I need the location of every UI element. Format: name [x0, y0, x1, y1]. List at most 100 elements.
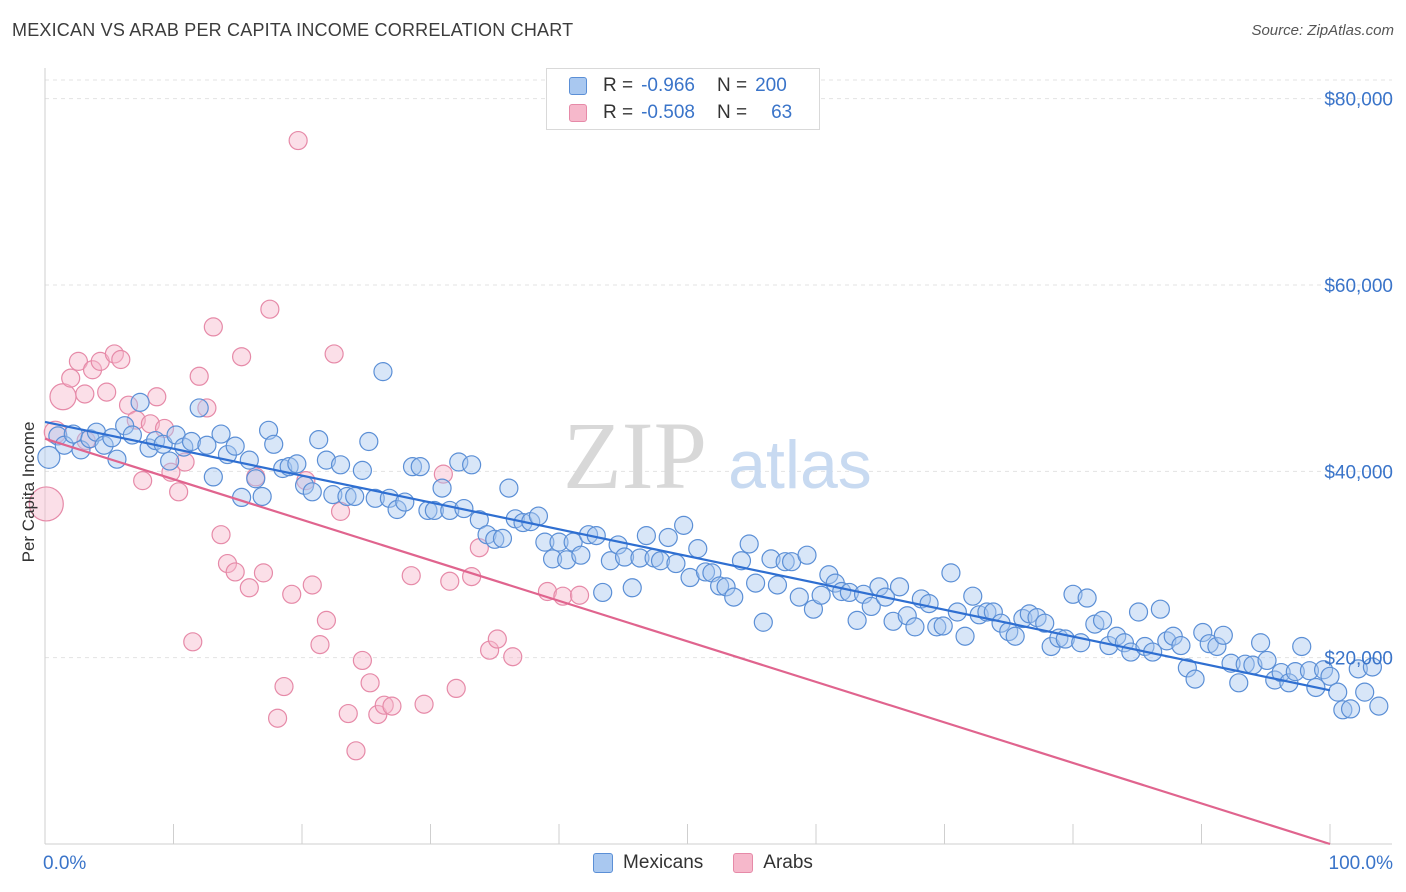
mexican-point — [600, 551, 621, 571]
arab-point — [260, 299, 280, 319]
mexican-point — [674, 515, 694, 535]
mexican-point — [499, 478, 519, 498]
mexican-point — [402, 457, 423, 477]
mexican-point — [739, 534, 759, 554]
mexican-point — [549, 532, 569, 552]
mexican-point — [1199, 634, 1219, 654]
mexican-point — [650, 551, 671, 571]
mexican-point — [94, 435, 114, 455]
mexican-point — [761, 549, 781, 569]
mexican-point — [197, 435, 217, 455]
legend-n-value: 200 — [755, 75, 787, 96]
legend-n-label: N = — [716, 102, 748, 123]
mexican-point — [1355, 682, 1375, 702]
mexican-point — [1177, 658, 1197, 678]
source-credit: Source: ZipAtlas.com — [1251, 22, 1394, 39]
mexican-point — [203, 467, 223, 487]
legend-r-value: -0.966 — [641, 75, 695, 96]
arab-point — [169, 482, 189, 502]
mexican-point — [37, 445, 61, 469]
axes — [44, 68, 1392, 845]
mexican-point — [181, 431, 202, 452]
mexican-point — [1328, 682, 1348, 702]
mexican-point — [287, 454, 307, 474]
mexican-point — [1207, 636, 1227, 657]
mexican-point — [731, 551, 752, 571]
arab-point — [175, 452, 195, 472]
mexican-point — [941, 563, 961, 583]
arab-point — [28, 486, 64, 522]
mexican-point — [688, 539, 708, 559]
mexican-point — [1299, 661, 1320, 681]
legend-r-label: R = — [603, 102, 634, 123]
mexican-point — [847, 610, 867, 630]
mexican-point — [462, 455, 482, 475]
arabs-points — [28, 130, 590, 761]
arab-point — [239, 578, 259, 598]
mexican-point — [359, 431, 379, 452]
mexican-point — [387, 499, 407, 520]
arab-point — [133, 471, 153, 491]
watermark-atlas: atlas — [728, 427, 872, 503]
arab-point — [480, 640, 500, 660]
mexican-point — [1150, 599, 1170, 619]
y-tick-label: $20,000 — [1324, 649, 1393, 670]
arab-point — [446, 678, 466, 699]
mexican-point — [492, 528, 513, 549]
legend-label-arabs: Arabs — [763, 852, 813, 873]
mexican-point — [1333, 700, 1353, 720]
mexican-point — [469, 510, 489, 530]
mexican-point — [323, 485, 343, 505]
chart-title: MEXICAN VS ARAB PER CAPITA INCOME CORREL… — [12, 20, 574, 40]
arab-point — [440, 571, 460, 591]
arab-point — [232, 347, 252, 367]
mexican-point — [309, 430, 329, 450]
arab-point — [433, 464, 453, 484]
mexican-point — [1292, 636, 1312, 657]
legend-r-value: -0.508 — [641, 102, 695, 123]
arab-point — [61, 368, 81, 388]
arab-point — [374, 695, 394, 715]
mexican-point — [933, 616, 953, 636]
legend-row-mexicans: R = -0.966 N = 200 — [569, 73, 787, 99]
arab-point — [183, 632, 203, 652]
arab-point — [203, 317, 223, 337]
correlation-legend: R = -0.966 N = 200 R = -0.508 N = 63 — [546, 68, 820, 130]
mexican-point — [889, 577, 910, 597]
mexican-point — [1005, 626, 1025, 646]
mexican-point — [905, 617, 925, 637]
arab-point — [401, 566, 421, 586]
arab-point — [68, 351, 89, 371]
mexican-point — [316, 450, 337, 470]
mexican-point — [811, 585, 831, 605]
arab-point — [569, 585, 590, 605]
mexican-point — [264, 434, 284, 454]
y-tick-label: $40,000 — [1324, 462, 1393, 483]
mexican-point — [535, 532, 555, 552]
mexican-point — [252, 486, 272, 507]
y-axis-label: Per Capita Income — [19, 422, 38, 563]
mexican-point — [1251, 633, 1271, 653]
mexican-point — [1035, 613, 1055, 633]
arab-point — [316, 610, 337, 630]
arab-point — [414, 694, 434, 714]
mexican-point — [630, 548, 650, 568]
legend-n-label: N = — [716, 75, 748, 96]
arab-point — [346, 741, 366, 761]
mexican-point — [211, 424, 231, 444]
watermark-zip: ZIP — [563, 402, 707, 509]
legend-n-value: 63 — [771, 102, 793, 123]
mexican-point — [775, 552, 795, 572]
mexican-point — [977, 602, 997, 622]
y-tick-label: $60,000 — [1324, 276, 1393, 297]
series-legend: Mexicans Arabs — [0, 852, 1406, 874]
mexican-point — [1340, 699, 1361, 719]
mexican-point — [963, 586, 983, 606]
arab-point — [487, 629, 507, 649]
arab-point — [282, 584, 302, 604]
arab-point — [118, 395, 139, 415]
mexican-point — [1193, 622, 1213, 643]
mexican-point — [1092, 610, 1113, 630]
mexican-point — [528, 506, 549, 526]
arab-point — [310, 635, 330, 655]
